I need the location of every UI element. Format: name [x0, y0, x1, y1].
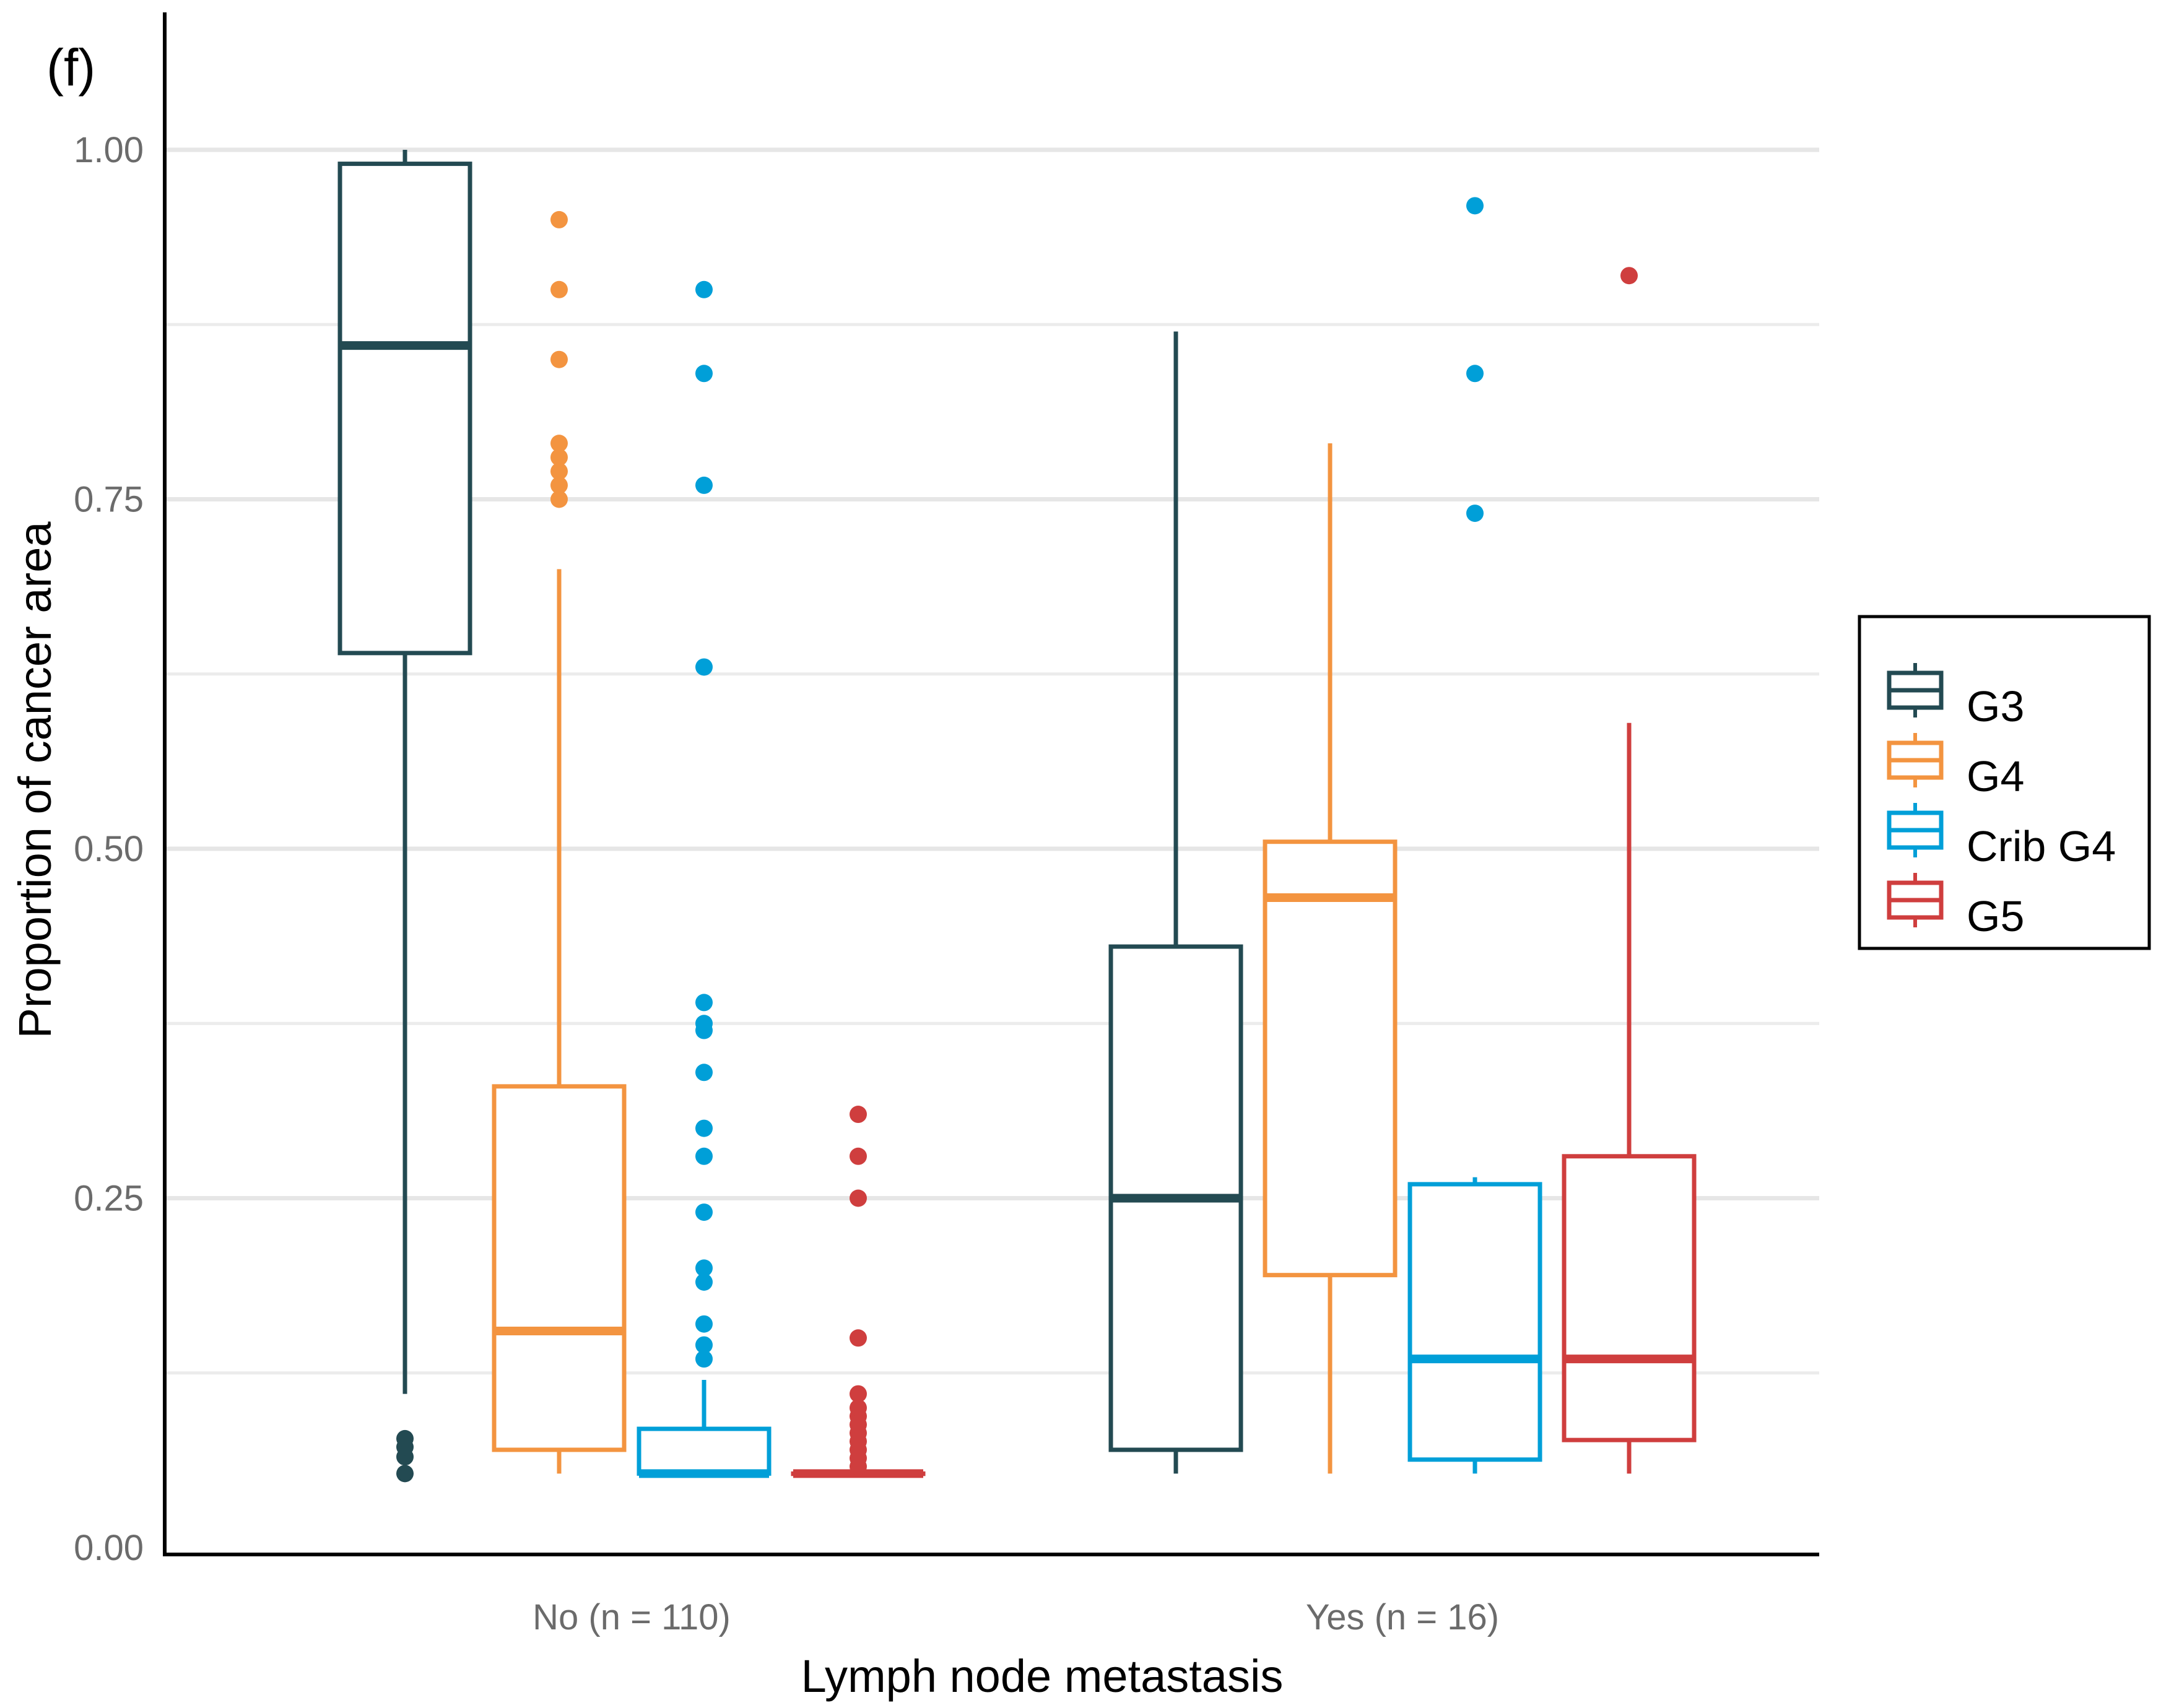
box-g3-yes	[1108, 331, 1243, 1474]
outlier-point	[396, 1429, 414, 1447]
outlier-point	[550, 476, 568, 494]
box-crib-g4-no	[637, 280, 772, 1478]
box-body	[1407, 1182, 1542, 1462]
outlier-point	[850, 1399, 867, 1417]
panel-label: (f)	[46, 38, 95, 97]
axes	[163, 12, 1819, 1556]
outlier-point	[1466, 365, 1484, 383]
box-body	[1263, 839, 1398, 1278]
outlier-point	[695, 1119, 713, 1137]
outlier-point	[695, 1350, 713, 1368]
y-axis-title: Proportion of cancer area	[9, 521, 61, 1039]
outlier-point	[695, 365, 713, 383]
outlier-point	[850, 1329, 867, 1347]
outlier-point	[695, 994, 713, 1012]
x-tick-labels: No (n = 110) Yes (n = 16)	[533, 1597, 1499, 1637]
box-g4-yes	[1263, 443, 1398, 1474]
outlier-point	[850, 1385, 867, 1403]
outlier-point	[695, 1147, 713, 1165]
box-crib-g4-yes	[1407, 197, 1542, 1474]
outlier-point	[695, 1315, 713, 1333]
outlier-point	[1620, 267, 1638, 285]
outlier-point	[695, 1203, 713, 1221]
outlier-point	[550, 435, 568, 453]
legend-entry-crib-g4: Crib G4	[1887, 803, 2116, 870]
legend-label: Crib G4	[1967, 822, 2116, 870]
y-tick-label: 1.00	[74, 130, 144, 170]
box-g4-no	[492, 210, 627, 1474]
outlier-point	[695, 476, 713, 494]
outlier-point	[695, 658, 713, 676]
outlier-point	[695, 1064, 713, 1082]
outlier-point	[695, 1273, 713, 1291]
y-tick-label: 0.50	[74, 829, 144, 869]
legend-entry-g3: G3	[1887, 663, 2024, 730]
outlier-point	[850, 1106, 867, 1124]
box-groups	[337, 150, 1697, 1483]
outlier-point	[850, 1147, 867, 1165]
outlier-point	[695, 1015, 713, 1033]
outlier-point	[550, 280, 568, 298]
outlier-point	[550, 350, 568, 368]
outlier-point	[695, 1336, 713, 1354]
outlier-point	[550, 462, 568, 480]
outlier-point	[695, 280, 713, 298]
legend-entry-g4: G4	[1887, 733, 2024, 800]
outlier-point	[550, 448, 568, 466]
outlier-point	[1466, 505, 1484, 522]
y-tick-label: 0.75	[74, 480, 144, 520]
box-body	[337, 162, 472, 656]
outlier-point	[850, 1189, 867, 1207]
box-body	[637, 1426, 772, 1476]
box-g3-no	[337, 150, 472, 1483]
legend-label: G3	[1967, 682, 2024, 730]
outlier-point	[695, 1259, 713, 1277]
legend-label: G4	[1967, 752, 2024, 800]
box-g5-yes	[1562, 267, 1697, 1474]
legend: G3 G4 Crib G4 G5	[1858, 615, 2151, 950]
y-tick-labels: 0.00 0.25 0.50 0.75 1.00	[74, 130, 144, 1568]
y-tick-label: 0.00	[74, 1528, 144, 1568]
outlier-point	[550, 210, 568, 228]
box-body	[492, 1084, 627, 1452]
legend-entry-g5: G5	[1887, 873, 2024, 940]
box-body	[1562, 1154, 1697, 1442]
x-tick-label: Yes (n = 16)	[1306, 1597, 1499, 1637]
outlier-point	[396, 1465, 414, 1483]
outlier-point	[1466, 197, 1484, 215]
x-tick-label: No (n = 110)	[533, 1597, 731, 1637]
x-axis-title: Lymph node metastasis	[801, 1650, 1284, 1702]
legend-label: G5	[1967, 892, 2024, 940]
y-tick-label: 0.25	[74, 1179, 144, 1219]
box-g5-no	[791, 1106, 926, 1478]
outlier-point	[550, 490, 568, 508]
